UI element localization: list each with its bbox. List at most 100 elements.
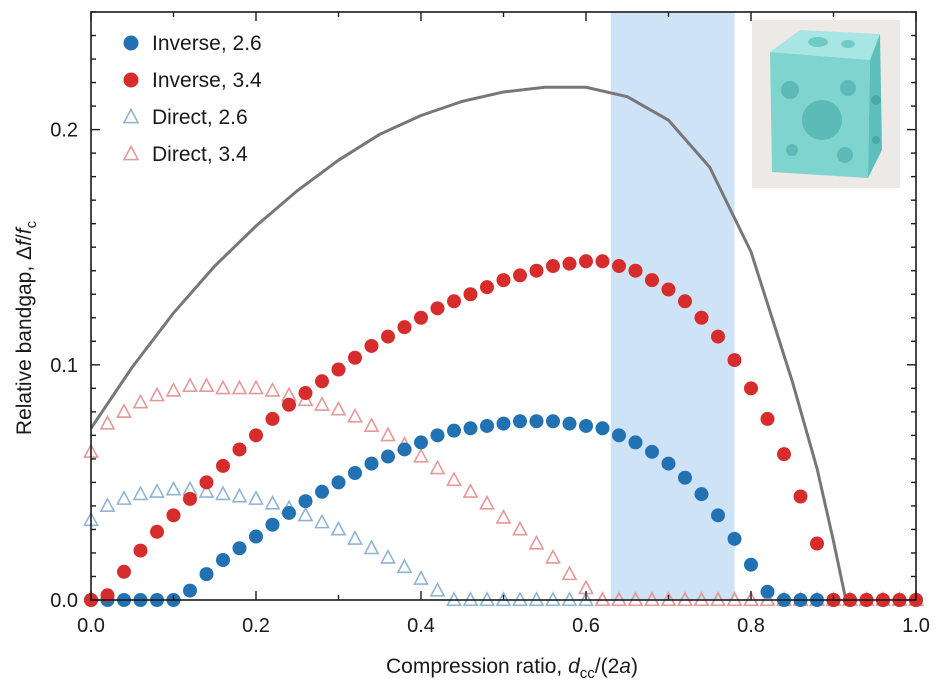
point-direct-3-4 [726,591,743,607]
point-inverse-3-4 [183,491,197,506]
point-inverse-3-4 [562,256,577,271]
point-inverse-3-4 [150,524,164,539]
point-direct-2-6 [446,591,462,607]
point-direct-2-6 [264,494,281,510]
point-inverse-2-6 [645,444,659,459]
legend-marker-direct-2-6 [122,107,140,124]
y-tick-label: 0.0 [50,590,78,612]
point-direct-3-4 [446,471,462,487]
x-tick-label: 0.6 [572,615,600,637]
point-direct-3-4 [182,377,198,393]
point-inverse-3-4 [645,273,659,288]
x-tick-label: 0.8 [737,615,765,637]
point-direct-2-6 [248,490,264,505]
point-inverse-2-6 [315,484,329,499]
point-inverse-3-4 [331,362,346,377]
point-inverse-2-6 [397,442,412,457]
point-inverse-3-4 [612,259,626,274]
point-inverse-3-4 [496,273,511,288]
point-inverse-2-6 [216,553,230,568]
point-inverse-2-6 [562,416,577,431]
point-inverse-2-6 [282,505,296,520]
point-inverse-2-6 [678,470,692,485]
point-direct-2-6 [380,548,396,564]
point-direct-3-4 [710,591,726,607]
point-inverse-3-4 [810,536,824,551]
point-inverse-2-6 [513,414,527,429]
point-inverse-2-6 [579,418,593,433]
point-inverse-2-6 [331,475,346,490]
point-direct-3-4 [429,459,446,475]
point-direct-2-6 [363,539,380,555]
point-inverse-3-4 [463,287,478,302]
point-direct-2-6 [594,591,611,607]
legend-label-direct-3-4: Direct, 3.4 [152,143,248,166]
point-direct-2-6 [545,591,561,607]
point-inverse-3-4 [447,294,461,309]
point-inverse-3-4 [595,254,610,269]
point-inverse-2-6 [628,435,643,450]
point-direct-3-4 [677,591,693,607]
point-direct-3-4 [165,381,182,397]
y-tick-label: 0.2 [50,120,78,142]
point-direct-2-6 [116,490,132,505]
tick-labels-layer: 0.0 0.2 0.4 0.6 0.8 1.0 0.0 0.1 0.2 [50,120,930,637]
point-inverse-3-4 [117,564,131,579]
point-inverse-3-4 [480,280,494,295]
point-inverse-3-4 [414,310,428,325]
point-direct-2-6 [198,483,215,498]
point-inverse-3-4 [694,310,709,325]
point-inverse-3-4 [166,508,181,523]
point-direct-3-4 [231,379,248,395]
point-direct-3-4 [627,591,644,607]
point-inverse-3-4 [661,282,676,297]
y-tick-label: 0.1 [50,355,78,377]
point-inverse-2-6 [414,435,428,450]
point-direct-2-6 [132,485,149,501]
ticks-layer [90,11,917,601]
highlight-band [610,12,735,600]
point-inverse-3-4 [793,489,808,504]
point-inverse-3-4 [249,428,263,443]
point-inverse-2-6 [298,494,313,509]
point-direct-2-6 [215,485,231,501]
point-inverse-3-4 [529,263,544,278]
x-tick-label: 0.2 [242,615,270,637]
point-inverse-3-4 [216,458,230,473]
point-direct-3-4 [347,407,363,423]
point-direct-2-6 [561,591,578,607]
point-inverse-2-6 [463,421,478,436]
point-direct-3-4 [248,379,264,395]
point-inverse-2-6 [232,541,247,556]
points-layer [83,254,924,607]
point-direct-2-6 [347,530,363,545]
point-direct-3-4 [99,414,116,430]
point-inverse-2-6 [496,416,511,431]
point-direct-3-4 [116,403,132,418]
point-inverse-2-6 [595,421,610,436]
legend-label-inverse-3-4: Inverse, 3.4 [152,69,262,92]
point-direct-3-4 [495,508,512,524]
point-inverse-2-6 [711,508,725,523]
point-inverse-3-4 [760,411,775,426]
point-direct-3-4 [660,591,677,607]
point-direct-2-6 [149,483,165,498]
point-inverse-2-6 [447,423,461,438]
point-direct-2-6 [512,591,528,607]
point-direct-3-4 [380,426,396,442]
point-inverse-3-4 [546,259,560,274]
point-inverse-3-4 [348,350,362,365]
point-direct-3-4 [314,396,330,411]
point-inverse-3-4 [315,374,329,389]
point-inverse-3-4 [364,338,379,353]
point-direct-3-4 [512,520,528,536]
point-direct-3-4 [561,565,578,581]
point-inverse-3-4 [430,301,445,316]
point-inverse-2-6 [480,418,494,433]
curve-layer [89,85,848,601]
point-inverse-2-6 [348,465,362,480]
point-inverse-3-4 [711,329,725,344]
legend-marker-direct-3-4 [122,144,140,161]
x-tick-label: 0.0 [77,615,105,637]
